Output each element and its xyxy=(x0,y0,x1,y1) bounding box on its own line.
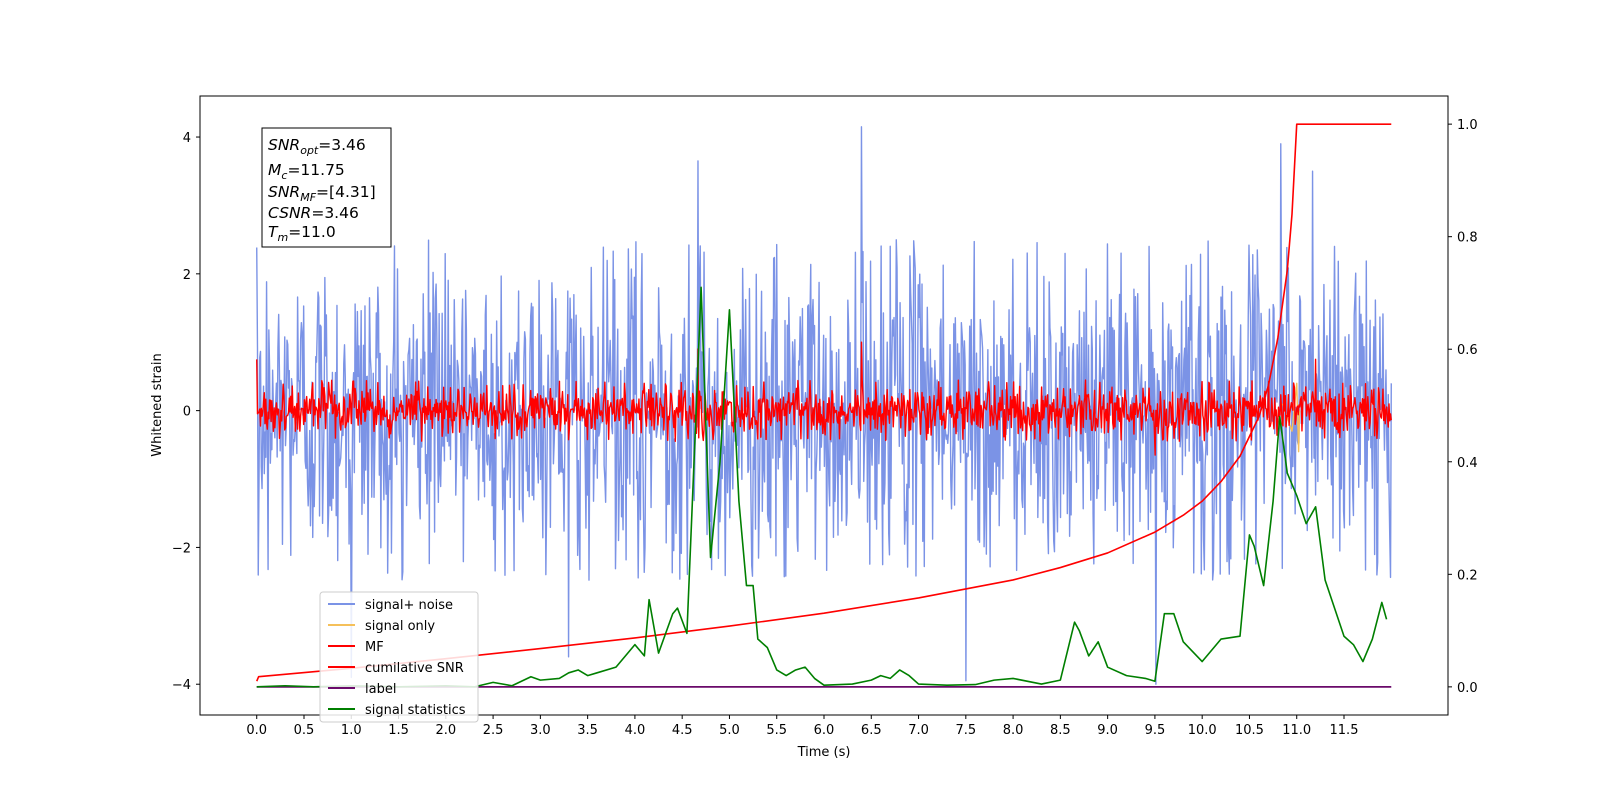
x-tick-label: 4.5 xyxy=(672,723,693,738)
y-tick-label: 4 xyxy=(183,131,191,146)
y-tick-label: −4 xyxy=(172,678,191,693)
legend-label-signal-statistics: signal statistics xyxy=(365,703,466,718)
x-tick-label: 7.0 xyxy=(908,723,929,738)
x-tick-label: 2.0 xyxy=(435,723,456,738)
y2-tick-label: 0.4 xyxy=(1457,456,1478,471)
y2-tick-label: 0.2 xyxy=(1457,568,1478,583)
y2-tick-label: 0.0 xyxy=(1457,681,1478,696)
legend-label-signal-only: signal only xyxy=(365,619,435,634)
x-tick-label: 3.5 xyxy=(577,723,598,738)
legend-label-label: label xyxy=(365,682,396,697)
x-tick-label: 11.0 xyxy=(1282,723,1311,738)
info-csnr: CSNR=3.46 xyxy=(268,204,359,222)
legend: signal+ noise signal only MF cumilative … xyxy=(319,591,479,723)
info-snr-mf: SNRMF=[4.31] xyxy=(268,183,376,204)
x-tick-label: 6.5 xyxy=(861,723,882,738)
x-tick-label: 0.5 xyxy=(294,723,315,738)
info-box-frame xyxy=(261,127,392,248)
info-snr-opt: SNRopt=3.46 xyxy=(268,136,366,157)
y2-tick-label: 0.6 xyxy=(1457,343,1478,358)
legend-label-mf: MF xyxy=(365,640,384,655)
series-mf xyxy=(256,341,1392,456)
y-tick-label: −2 xyxy=(172,541,191,556)
x-tick-label: 1.5 xyxy=(388,723,409,738)
axis-layer: 0.0 0.5 1.0 1.5 2.0 2.5 3.0 3.5 4.0 4.5 5.0 5.5 6.0 6… xyxy=(172,118,1478,738)
x-tick-label: 9.5 xyxy=(1145,723,1166,738)
legend-label-cumilative-snr: cumilative SNR xyxy=(365,661,464,676)
x-tick-label: 8.0 xyxy=(1003,723,1024,738)
x-axis-label: Time (s) xyxy=(797,745,851,760)
x-tick-label: 0.0 xyxy=(246,723,267,738)
x-tick-label: 2.5 xyxy=(483,723,504,738)
x-tick-label: 4.0 xyxy=(625,723,646,738)
x-tick-label: 3.0 xyxy=(530,723,551,738)
series-signal-statistics xyxy=(256,286,1388,688)
series-cumilative-snr xyxy=(255,123,1392,682)
x-tick-label: 10.5 xyxy=(1235,723,1264,738)
x-tick-label: 5.5 xyxy=(766,723,787,738)
x-tick-label: 10.0 xyxy=(1188,723,1217,738)
y-tick-label: 2 xyxy=(183,268,191,283)
x-tick-label: 7.5 xyxy=(955,723,976,738)
x-tick-label: 5.0 xyxy=(719,723,740,738)
y2-tick-label: 0.8 xyxy=(1457,231,1478,246)
y2-tick-label: 1.0 xyxy=(1457,118,1478,133)
x-tick-label: 1.0 xyxy=(341,723,362,738)
x-tick-label: 9.0 xyxy=(1097,723,1118,738)
info-mc: Mc=11.75 xyxy=(268,161,345,182)
y-tick-label: 0 xyxy=(183,405,191,420)
x-tick-label: 8.5 xyxy=(1050,723,1071,738)
x-tick-label: 11.5 xyxy=(1330,723,1359,738)
legend-frame xyxy=(319,591,479,723)
info-box: SNRopt=3.46 Mc=11.75 SNRMF=[4.31] CSNR=3… xyxy=(261,127,392,248)
y-axis-label: Whitened strain xyxy=(150,353,165,456)
legend-label-signal-noise: signal+ noise xyxy=(365,598,453,613)
x-tick-label: 6.0 xyxy=(814,723,835,738)
info-tm: Tm=11.0 xyxy=(268,223,336,244)
